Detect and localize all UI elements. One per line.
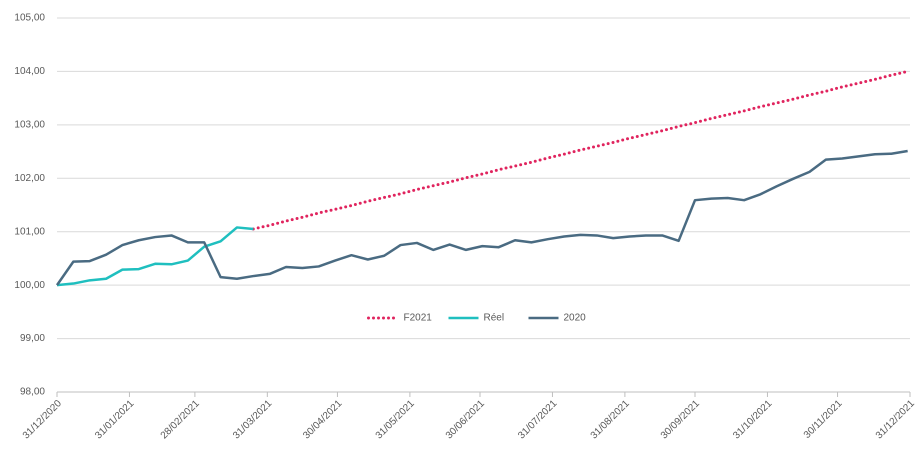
y-tick-label: 103,00 <box>14 119 45 130</box>
x-tick-label: 31/12/2021 <box>874 398 917 441</box>
x-tick-label: 30/06/2021 <box>444 398 487 441</box>
y-tick-label: 104,00 <box>14 66 45 77</box>
x-tick-label: 30/04/2021 <box>301 398 344 441</box>
series-line <box>55 149 908 286</box>
y-tick-label: 102,00 <box>14 173 45 184</box>
y-tick-label: 105,00 <box>14 13 45 24</box>
x-tick-label: 28/02/2021 <box>159 398 202 441</box>
y-tick-label: 100,00 <box>14 280 45 291</box>
x-tick-label: 31/07/2021 <box>516 398 559 441</box>
legend-label: Réel <box>484 313 505 324</box>
x-tick-label: 31/08/2021 <box>589 398 632 441</box>
x-tick-label: 30/09/2021 <box>659 398 702 441</box>
y-tick-label: 101,00 <box>14 226 45 237</box>
x-tick-label: 31/01/2021 <box>93 398 136 441</box>
legend-label: 2020 <box>564 313 587 324</box>
x-tick-label: 31/05/2021 <box>374 398 417 441</box>
x-tick-label: 31/10/2021 <box>731 398 774 441</box>
x-tick-label: 31/12/2020 <box>21 398 64 441</box>
series-line <box>251 69 910 231</box>
y-tick-label: 99,00 <box>20 333 45 344</box>
legend: F2021 Réel 2020 <box>367 313 587 324</box>
x-tick-label: 30/11/2021 <box>802 398 845 441</box>
legend-label: F2021 <box>404 313 433 324</box>
series-line <box>56 226 254 287</box>
y-tick-label: 98,00 <box>20 387 45 398</box>
x-tick-label: 31/03/2021 <box>231 398 274 441</box>
